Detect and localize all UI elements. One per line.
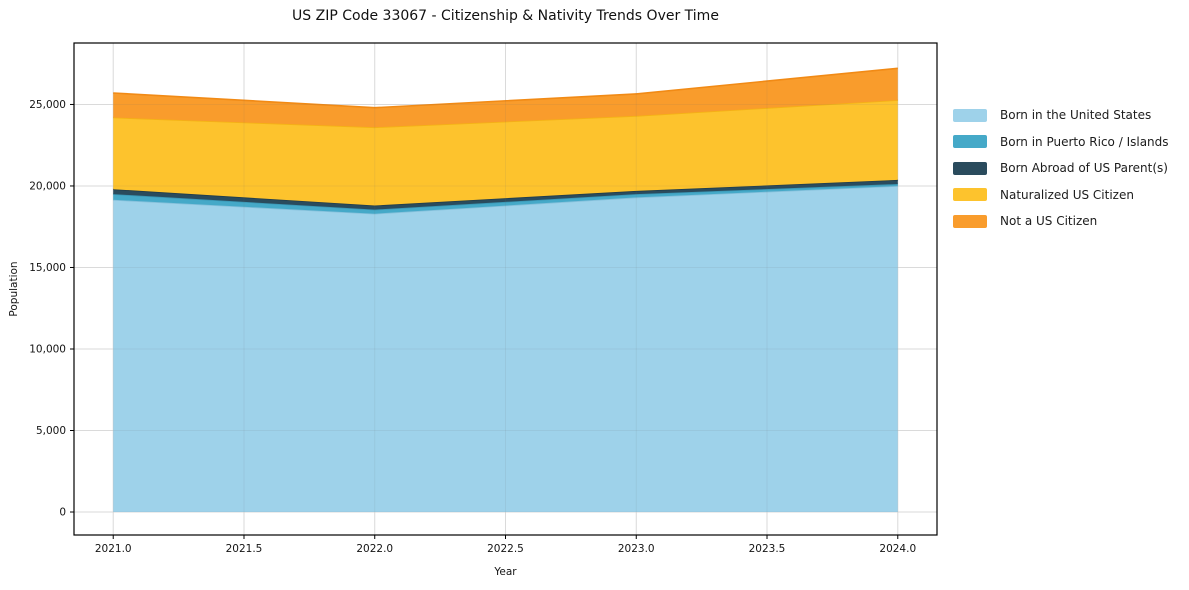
- y-tick-label: 5,000: [36, 425, 66, 437]
- y-tick-label: 15,000: [29, 262, 66, 274]
- legend-item-4: Naturalized US Citizen: [953, 182, 1169, 209]
- legend-swatch: [953, 108, 987, 122]
- legend-label: Not a US Citizen: [1000, 214, 1098, 229]
- legend: Born in the United States Born in Puerto …: [953, 102, 1169, 235]
- y-tick-label: 20,000: [29, 180, 66, 192]
- area-edge-not-a-us-citizen: [113, 67, 898, 109]
- x-tick-label: 2022.5: [487, 543, 524, 555]
- legend-label: Born in Puerto Rico / Islands: [1000, 134, 1169, 149]
- x-axis-ticks: 2021.0 2021.5 2022.0 2022.5 2023.0 2023.5 2024…: [95, 535, 916, 555]
- x-tick-label: 2023.5: [749, 543, 786, 555]
- x-tick-label: 2024.0: [879, 543, 916, 555]
- gridlines-overlay: [74, 43, 937, 535]
- legend-swatch: [953, 161, 987, 175]
- legend-label: Born in the United States: [1000, 108, 1152, 123]
- legend-label: Born Abroad of US Parent(s): [1000, 161, 1168, 176]
- x-tick-label: 2022.0: [356, 543, 393, 555]
- y-axis-ticks: 0 5,000 10,000 15,000 20,000 25,000: [29, 99, 74, 519]
- y-tick-label: 0: [59, 507, 66, 519]
- x-tick-label: 2021.0: [95, 543, 132, 555]
- legend-item-5: Not a US Citizen: [953, 208, 1169, 235]
- legend-item-3: Born Abroad of US Parent(s): [953, 155, 1169, 182]
- legend-item-2: Born in Puerto Rico / Islands: [953, 129, 1169, 156]
- area-born-in-the-united-states: [113, 186, 898, 512]
- x-axis-label: Year: [494, 566, 517, 578]
- area-not-a-us-citizen: [113, 68, 898, 128]
- legend-swatch: [953, 188, 987, 202]
- y-tick-label: 25,000: [29, 99, 66, 111]
- chart-title: US ZIP Code 33067 - Citizenship & Nativi…: [292, 8, 719, 24]
- x-tick-label: 2023.0: [618, 543, 655, 555]
- legend-item-1: Born in the United States: [953, 102, 1169, 129]
- legend-label: Naturalized US Citizen: [1000, 187, 1134, 202]
- area-naturalized-us-citizen: [113, 100, 898, 206]
- legend-swatch: [953, 214, 987, 228]
- legend-swatch: [953, 135, 987, 149]
- x-tick-label: 2021.5: [226, 543, 263, 555]
- y-tick-label: 10,000: [29, 343, 66, 355]
